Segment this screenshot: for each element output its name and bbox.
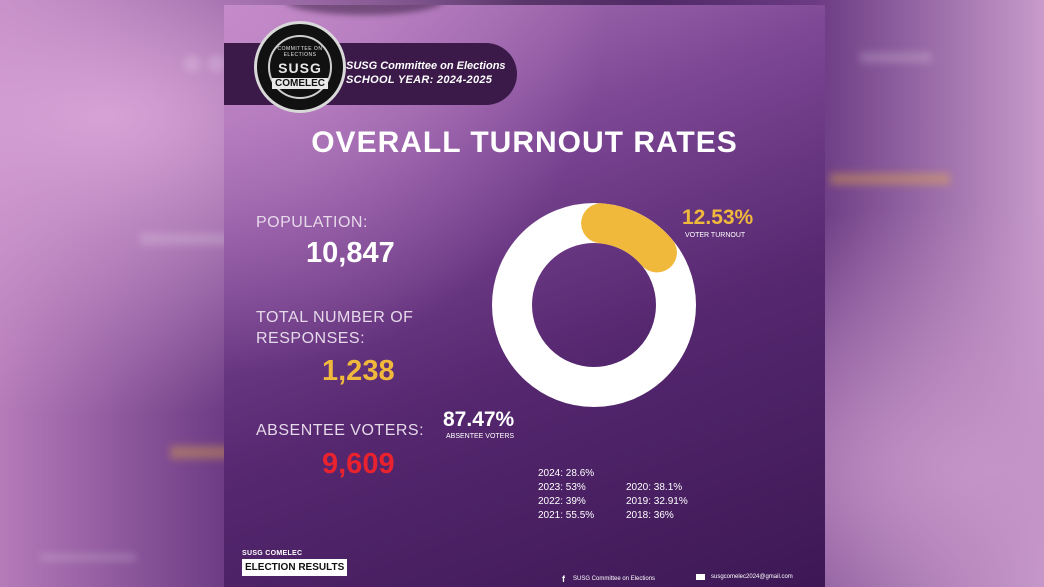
badge-main-text: ELECTION RESULTS xyxy=(242,559,348,576)
seal-mid-text: SUSG xyxy=(278,59,322,76)
absentee-label: ABSENTEE VOTERS: xyxy=(256,422,425,439)
turnout-percent-label: 12.53% xyxy=(682,206,754,229)
email-text: susgcomelec2024@gmail.com xyxy=(711,574,793,580)
history-item: 2024: 28.6% xyxy=(538,468,595,479)
responses-label: TOTAL NUMBER OF RESPONSES: xyxy=(256,309,414,347)
population-value: 10,847 xyxy=(306,237,395,269)
comelec-seal-logo: COMMITTEE ON ELECTIONS SUSG COMELEC xyxy=(254,21,346,113)
facebook-text: SUSG Committee on Elections xyxy=(573,576,656,582)
absentee-caption: ABSENTEE VOTERS xyxy=(446,433,515,440)
seal-bottom-text: COMELEC xyxy=(272,77,328,89)
history-item: 2023: 53% xyxy=(538,482,586,493)
election-results-badge: SUSG COMELEC ELECTION RESULTS xyxy=(242,550,348,576)
history-item: 2021: 55.5% xyxy=(538,510,595,521)
responses-value: 1,238 xyxy=(322,355,395,387)
history-item: 2022: 39% xyxy=(538,496,586,507)
turnout-donut-chart xyxy=(492,203,696,407)
population-label: POPULATION: xyxy=(256,214,368,231)
organization-name: SUSG Committee on Elections xyxy=(346,60,506,72)
history-item: 2020: 38.1% xyxy=(626,482,683,493)
history-list-right: 2020: 38.1% 2019: 32.91% 2018: 36% xyxy=(626,481,688,523)
facebook-icon: f xyxy=(562,574,565,584)
background-blur: ▬▬▬ xyxy=(830,150,950,194)
absentee-percent-label: 87.47% xyxy=(443,408,515,431)
badge-top-text: SUSG COMELEC xyxy=(242,550,303,557)
mail-icon xyxy=(696,574,705,580)
turnout-slice xyxy=(492,203,696,407)
background-blur: ▬▬ xyxy=(860,30,932,71)
turnout-caption: VOTER TURNOUT xyxy=(685,232,746,239)
absentee-value: 9,609 xyxy=(322,448,395,480)
school-year: SCHOOL YEAR: 2024-2025 xyxy=(346,74,493,86)
background-blur: ▬▬▬▬ xyxy=(40,540,136,567)
history-list-left: 2024: 28.6% 2023: 53% 2022: 39% 2021: 55… xyxy=(538,467,594,523)
history-item: 2018: 36% xyxy=(626,510,674,521)
seal-top-text: COMMITTEE ON ELECTIONS xyxy=(277,45,323,58)
page-title: OVERALL TURNOUT RATES xyxy=(311,126,738,159)
results-poster: COMMITTEE ON ELECTIONS SUSG COMELEC SUSG… xyxy=(224,5,825,587)
history-item: 2019: 32.91% xyxy=(626,496,688,507)
top-shadow xyxy=(284,5,444,15)
email-footer: susgcomelec2024@gmail.com xyxy=(696,574,793,580)
facebook-footer: f SUSG Committee on Elections xyxy=(562,574,655,584)
seal-inner: COMMITTEE ON ELECTIONS SUSG COMELEC xyxy=(268,35,332,99)
